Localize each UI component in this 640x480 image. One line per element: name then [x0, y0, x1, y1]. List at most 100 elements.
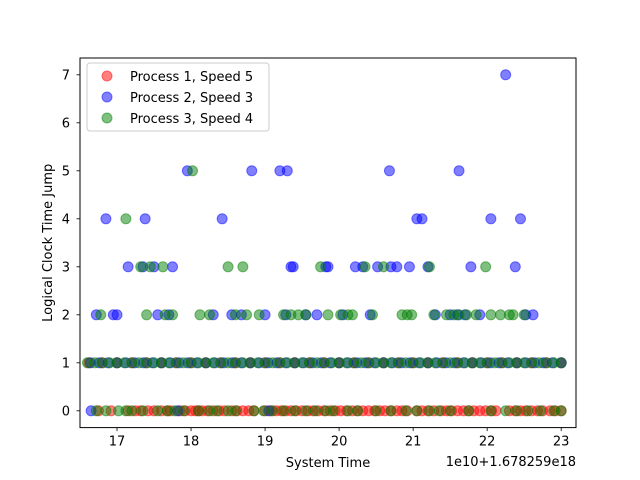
point-series-2 — [485, 213, 497, 225]
point-series-3 — [237, 261, 249, 273]
point-series-3 — [428, 309, 440, 321]
point-series-3 — [266, 405, 278, 417]
point-series-3 — [342, 405, 354, 417]
plot-frame — [79, 57, 577, 429]
x-tick-label: 21 — [405, 435, 422, 450]
y-ticks: 0 1 2 3 4 5 6 7 — [62, 68, 80, 419]
point-series-3 — [433, 405, 445, 417]
point-series-3 — [167, 309, 179, 321]
point-series-3 — [120, 213, 132, 225]
point-series-2 — [246, 165, 258, 177]
point-series-2 — [311, 309, 323, 321]
point-series-3 — [222, 261, 234, 273]
point-series-3 — [507, 309, 519, 321]
point-series-2 — [391, 261, 403, 273]
x-tick-label: 22 — [479, 435, 496, 450]
y-tick-label: 2 — [62, 308, 70, 323]
point-series-3 — [300, 309, 312, 321]
x-offset-label: 1e10+1.678259e18 — [446, 455, 576, 470]
point-series-3 — [480, 261, 492, 273]
point-series-3 — [152, 405, 164, 417]
y-tick-label: 0 — [62, 404, 70, 419]
point-series-2 — [509, 261, 521, 273]
point-series-3 — [555, 357, 567, 369]
x-tick-label: 19 — [257, 435, 274, 450]
point-series-3 — [90, 405, 102, 417]
legend-marker-process-2 — [101, 91, 113, 103]
point-series-3 — [315, 261, 327, 273]
x-ticks: 17 18 19 20 21 22 23 — [109, 427, 570, 450]
point-series-3 — [309, 405, 321, 417]
point-series-3 — [229, 405, 241, 417]
point-series-3 — [192, 405, 204, 417]
legend-box — [86, 62, 270, 132]
point-series-3 — [460, 309, 472, 321]
point-series-2 — [383, 165, 395, 177]
point-series-3 — [500, 405, 512, 417]
point-series-3 — [518, 309, 530, 321]
point-series-2 — [167, 261, 179, 273]
y-tick-label: 7 — [62, 68, 70, 83]
y-tick-label: 3 — [62, 260, 70, 275]
point-series-3 — [366, 309, 378, 321]
point-series-3 — [423, 261, 435, 273]
point-series-3 — [485, 309, 497, 321]
x-tick-label: 23 — [553, 435, 570, 450]
point-series-3 — [229, 309, 241, 321]
point-series-3 — [423, 405, 435, 417]
x-tick-label: 18 — [183, 435, 200, 450]
point-series-2 — [139, 213, 151, 225]
legend: Process 1, Speed 5 Process 2, Speed 3 Pr… — [86, 62, 270, 132]
point-series-3 — [463, 405, 475, 417]
point-series-2 — [122, 261, 134, 273]
point-series-3 — [322, 309, 334, 321]
point-series-2 — [216, 213, 228, 225]
point-series-3 — [144, 261, 156, 273]
point-series-3 — [400, 405, 412, 417]
point-series-3 — [187, 165, 199, 177]
legend-label-process-2: Process 2, Speed 3 — [130, 91, 253, 106]
point-series-2 — [287, 261, 299, 273]
point-series-3 — [194, 309, 206, 321]
point-series-3 — [141, 309, 153, 321]
point-series-3 — [327, 405, 339, 417]
point-series-3 — [289, 405, 301, 417]
point-series-3 — [411, 405, 423, 417]
points-layer — [81, 69, 567, 417]
point-series-3 — [300, 405, 312, 417]
point-series-3 — [278, 405, 290, 417]
point-series-2 — [100, 213, 112, 225]
point-series-2 — [416, 213, 428, 225]
x-axis-label: System Time — [286, 456, 370, 471]
point-series-3 — [485, 405, 497, 417]
point-series-3 — [253, 309, 265, 321]
y-axis-label: Logical Clock Time Jump — [41, 164, 56, 322]
point-series-3 — [370, 405, 382, 417]
point-series-3 — [346, 309, 358, 321]
y-tick-label: 1 — [62, 356, 70, 371]
point-series-3 — [100, 405, 112, 417]
point-series-3 — [359, 261, 371, 273]
point-series-3 — [126, 405, 138, 417]
point-series-3 — [241, 309, 253, 321]
point-series-3 — [378, 261, 390, 273]
point-series-3 — [555, 405, 567, 417]
point-series-2 — [465, 261, 477, 273]
point-series-2 — [111, 309, 123, 321]
point-series-3 — [522, 405, 534, 417]
point-series-3 — [135, 261, 147, 273]
point-series-2 — [453, 165, 465, 177]
x-tick-label: 17 — [109, 435, 126, 450]
point-series-2 — [281, 165, 293, 177]
legend-marker-process-1 — [101, 70, 113, 82]
point-series-3 — [534, 405, 546, 417]
point-series-3 — [511, 405, 523, 417]
point-series-3 — [385, 405, 397, 417]
point-series-2 — [514, 213, 526, 225]
y-tick-label: 6 — [62, 116, 70, 131]
point-series-3 — [470, 309, 482, 321]
y-tick-label: 4 — [62, 212, 70, 227]
point-series-3 — [444, 405, 456, 417]
point-series-3 — [248, 405, 260, 417]
legend-label-process-1: Process 1, Speed 5 — [130, 70, 253, 85]
